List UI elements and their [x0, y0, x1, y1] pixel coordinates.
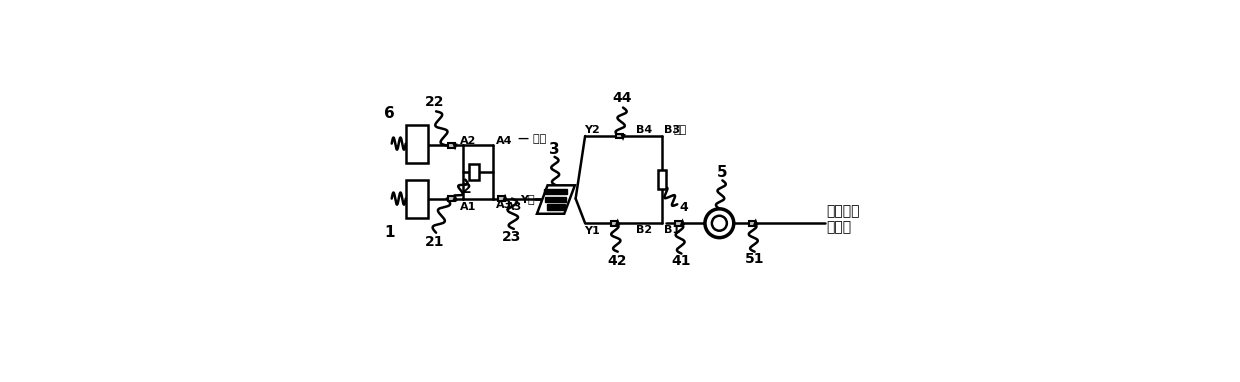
- Text: 3: 3: [548, 142, 559, 157]
- Bar: [546, 197, 565, 202]
- Polygon shape: [537, 185, 575, 214]
- Text: 22: 22: [424, 95, 444, 109]
- Bar: [448, 196, 455, 201]
- Text: 4: 4: [680, 201, 688, 214]
- Polygon shape: [620, 134, 626, 141]
- Text: 2: 2: [461, 182, 471, 196]
- Text: 6: 6: [384, 106, 394, 121]
- Text: B1: B1: [663, 225, 680, 235]
- Text: Y单: Y单: [520, 194, 534, 204]
- Bar: [658, 170, 666, 189]
- Bar: [749, 221, 755, 225]
- Text: 5: 5: [717, 165, 727, 180]
- Bar: [610, 221, 618, 225]
- Text: A4: A4: [496, 136, 512, 146]
- Polygon shape: [753, 218, 759, 225]
- Polygon shape: [615, 218, 620, 225]
- Text: Y1: Y1: [584, 226, 600, 236]
- Bar: [448, 143, 455, 148]
- Text: 51: 51: [744, 252, 764, 266]
- Text: A1: A1: [460, 202, 476, 212]
- Text: 连接光纤
敏感环: 连接光纤 敏感环: [827, 204, 861, 235]
- Text: A3: A3: [506, 202, 522, 212]
- Text: B4: B4: [636, 125, 652, 135]
- Bar: [405, 125, 429, 163]
- Bar: [498, 196, 505, 201]
- Bar: [616, 134, 622, 138]
- Bar: [547, 204, 565, 210]
- Polygon shape: [453, 144, 458, 151]
- Bar: [544, 189, 567, 194]
- Bar: [469, 165, 479, 180]
- Text: — 空头: — 空头: [517, 134, 546, 144]
- Text: 42: 42: [608, 254, 626, 268]
- Text: 空头: 空头: [673, 125, 687, 135]
- Text: B2: B2: [636, 225, 652, 235]
- Polygon shape: [502, 194, 508, 201]
- Circle shape: [706, 209, 734, 238]
- Text: 1: 1: [384, 225, 394, 240]
- Polygon shape: [680, 218, 686, 225]
- Text: A3: A3: [496, 201, 512, 210]
- Bar: [405, 180, 429, 217]
- Circle shape: [712, 216, 727, 231]
- Text: 44: 44: [613, 91, 632, 105]
- Text: A2: A2: [460, 136, 476, 146]
- Text: B3: B3: [663, 125, 680, 135]
- Bar: [676, 221, 682, 225]
- Text: Y2: Y2: [584, 125, 600, 135]
- Polygon shape: [453, 194, 458, 201]
- Text: 41: 41: [671, 254, 691, 268]
- Text: 23: 23: [502, 230, 522, 243]
- Text: 21: 21: [424, 235, 444, 249]
